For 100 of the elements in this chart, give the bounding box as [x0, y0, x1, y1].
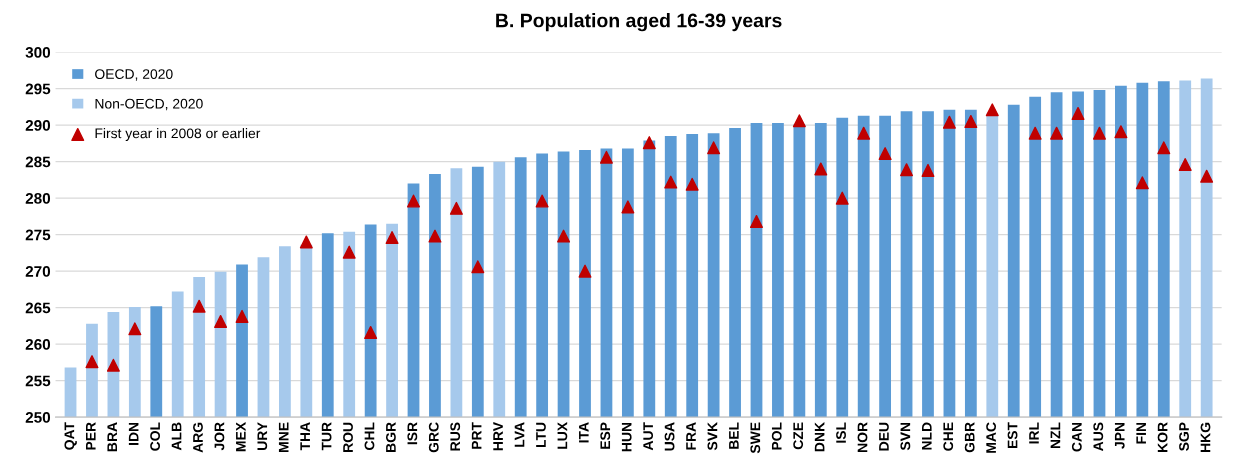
x-tick-label: PRT	[471, 422, 482, 449]
point	[900, 163, 914, 177]
y-tick-label: 265	[25, 302, 51, 314]
x-tick-label: ISR	[407, 422, 418, 445]
x-tick-label: CHE	[943, 422, 954, 451]
point	[1200, 169, 1214, 183]
x-tick-label: ESP	[600, 422, 611, 449]
x-tick-label: SVK	[707, 422, 718, 451]
x-tick-label: TUR	[321, 422, 332, 451]
y-tick-label: 285	[25, 156, 51, 168]
x-tick-label: URY	[257, 422, 268, 450]
x-tick-label: SVN	[900, 422, 911, 451]
x-tick-label: IDN	[128, 422, 139, 445]
point	[964, 114, 978, 128]
point	[599, 150, 613, 164]
point	[192, 299, 206, 313]
legend-label: First year in 2008 or earlier	[95, 128, 261, 141]
x-tick-label: PER	[86, 422, 96, 450]
x-tick-label: RUS	[450, 422, 461, 451]
point	[85, 355, 99, 369]
point	[557, 229, 571, 243]
x-tick-label: EST	[1007, 422, 1018, 449]
x-tick-label: LUX	[557, 422, 568, 449]
point	[1071, 106, 1085, 120]
point	[578, 264, 592, 278]
chart-title: B. Population aged 16-39 years	[496, 13, 782, 32]
x-tick-label: DNK	[814, 422, 825, 452]
y-tick-label: 260	[25, 338, 51, 350]
x-tick-label: MNE	[278, 422, 289, 452]
x-tick-label: GBR	[964, 422, 975, 453]
x-tick-label: FIN	[1136, 422, 1146, 444]
point	[299, 235, 313, 249]
x-tick-label: BEL	[729, 422, 739, 449]
point	[857, 126, 871, 140]
x-tick-label: JPN	[1114, 422, 1125, 449]
x-tick-label: CAN	[1071, 422, 1082, 452]
point	[1135, 176, 1149, 190]
x-tick-label: JOR	[214, 422, 225, 451]
point	[707, 141, 721, 155]
x-tick-label: LVA	[514, 422, 525, 447]
point	[342, 245, 356, 259]
point	[385, 231, 399, 245]
point	[792, 114, 806, 128]
point	[407, 194, 421, 208]
point	[921, 163, 935, 177]
x-tick-label: ROU	[343, 422, 353, 452]
x-tick-label: THA	[300, 422, 310, 451]
point	[749, 214, 763, 228]
x-tick-label: HRV	[493, 422, 503, 451]
x-tick-label: BGR	[385, 422, 396, 452]
x-tick-label: SGP	[1179, 422, 1189, 451]
point	[1028, 126, 1042, 140]
point	[1092, 126, 1106, 140]
x-tick-label: COL	[150, 422, 161, 451]
y-tick-label: 295	[25, 83, 51, 95]
x-tick-label: DEU	[879, 422, 889, 451]
x-tick-label: NZL	[1050, 422, 1061, 449]
x-tick-label: USA	[664, 422, 675, 451]
point	[685, 177, 699, 191]
y-tick-label: 270	[25, 266, 51, 277]
x-tick-label: NLD	[922, 422, 932, 450]
x-tick-label: ARG	[193, 422, 203, 453]
point	[878, 147, 892, 161]
x-tick-label: CHL	[364, 422, 375, 450]
x-tick-label: ITA	[579, 422, 589, 443]
point	[942, 115, 956, 129]
x-tick-label: AUS	[1093, 422, 1104, 451]
point	[664, 175, 678, 189]
point	[106, 358, 120, 372]
point	[535, 194, 549, 208]
point	[428, 229, 442, 243]
legend-label: OECD, 2020	[95, 69, 173, 81]
y-tick-label: 255	[25, 375, 51, 387]
point	[642, 136, 656, 150]
x-tick-label: AUT	[643, 422, 654, 451]
point	[471, 260, 485, 274]
legend-label: Non-OECD, 2020	[95, 98, 203, 111]
point	[1178, 158, 1192, 172]
x-tick-label: KOR	[1157, 422, 1168, 452]
x-tick-label: FRA	[686, 422, 696, 450]
x-tick-label: IRL	[1029, 422, 1039, 444]
x-tick-label: SWE	[750, 422, 761, 454]
point	[621, 200, 635, 214]
point	[449, 201, 463, 215]
x-tick-label: CZE	[793, 422, 804, 450]
x-tick-label: MEX	[236, 422, 246, 452]
y-tick-label: 300	[25, 47, 51, 58]
point	[835, 191, 849, 205]
x-tick-label: MAC	[986, 422, 997, 453]
point	[235, 309, 249, 323]
point	[814, 162, 828, 176]
point	[364, 325, 378, 339]
y-tick-label: 280	[25, 193, 51, 204]
point	[1050, 126, 1064, 140]
y-tick-label: 250	[25, 411, 51, 423]
x-tick-label: HUN	[621, 422, 632, 452]
y-tick-label: 275	[25, 229, 51, 241]
x-tick-label: POL	[771, 422, 782, 450]
point	[128, 322, 142, 336]
x-tick-label: GRC	[428, 422, 439, 453]
